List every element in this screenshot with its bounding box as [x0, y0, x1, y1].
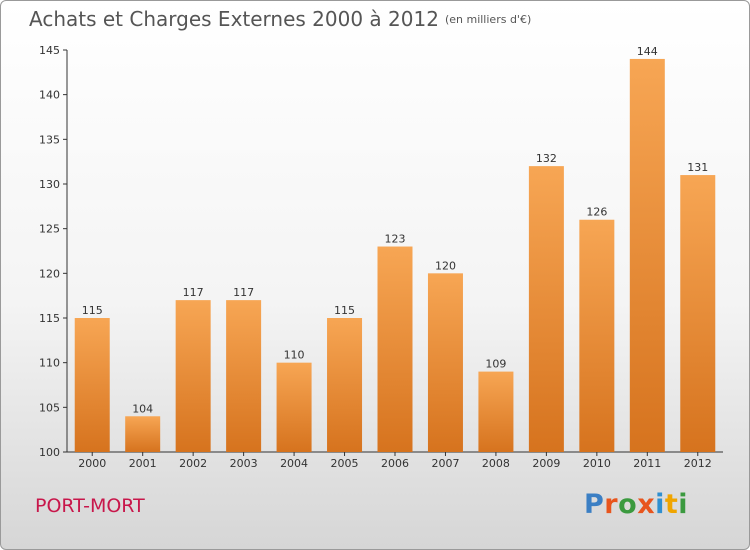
x-tick-label: 2010: [583, 457, 611, 470]
y-tick-label: 105: [39, 401, 60, 414]
y-tick-label: 120: [39, 267, 60, 280]
bar-2010: [579, 219, 615, 452]
value-label: 144: [637, 45, 658, 58]
bar-2004: [276, 362, 312, 452]
logo-letter: t: [664, 489, 679, 520]
value-label: 117: [233, 286, 254, 299]
y-tick-label: 130: [39, 178, 60, 191]
axes: 100 105 110 115 120 125 130 135 140 145 2000 2001 20…: [39, 44, 723, 470]
logo-letter: r: [604, 489, 619, 520]
value-label: 110: [284, 349, 305, 362]
bars: [74, 58, 716, 453]
x-tick-label: 2005: [331, 457, 359, 470]
x-tick-label: 2000: [78, 457, 106, 470]
bar-2005: [327, 318, 363, 452]
place-name: PORT-MORT: [35, 495, 145, 517]
bar-2011: [629, 58, 665, 452]
value-label: 115: [82, 304, 103, 317]
y-tick-label: 115: [39, 312, 60, 325]
logo-letter: i: [678, 489, 689, 520]
x-tick-label: 2006: [381, 457, 409, 470]
value-label: 115: [334, 304, 355, 317]
bar-2007: [427, 273, 463, 452]
value-label: 132: [536, 152, 557, 165]
y-tick-label: 135: [39, 133, 60, 146]
bar-2012: [680, 175, 716, 453]
logo-letter: x: [637, 489, 656, 520]
x-tick-label: 2009: [532, 457, 560, 470]
bar-2008: [478, 371, 514, 452]
value-label: 109: [485, 358, 506, 371]
bar-2003: [226, 300, 262, 452]
bar-2006: [377, 246, 413, 452]
x-tick-label: 2008: [482, 457, 510, 470]
y-tick-label: 145: [39, 44, 60, 57]
value-label: 117: [183, 286, 204, 299]
bar-2009: [528, 166, 564, 452]
proxiti-logo: Proxiti: [584, 489, 688, 520]
chart-subtitle: (en milliers d'€): [444, 13, 532, 26]
x-tick-label: 2002: [179, 457, 207, 470]
value-labels: 115 104 117 117 110 115 123 120 109 132 126 144 131: [82, 45, 709, 415]
x-tick-label: 2003: [230, 457, 258, 470]
value-label: 104: [132, 402, 153, 415]
y-tick-label: 100: [39, 446, 60, 459]
x-tick-label: 2007: [431, 457, 459, 470]
bar-2001: [125, 416, 161, 452]
y-tick-label: 125: [39, 223, 60, 236]
value-label: 120: [435, 259, 456, 272]
x-tick-label: 2001: [129, 457, 157, 470]
y-tick-label: 110: [39, 357, 60, 370]
chart-title: Achats et Charges Externes 2000 à 2012 (e…: [29, 7, 531, 31]
logo-letter: o: [618, 489, 638, 520]
bar-2000: [74, 318, 110, 452]
value-label: 123: [385, 233, 406, 246]
logo-letter: P: [584, 489, 605, 520]
chart-title-text: Achats et Charges Externes 2000 à 2012: [29, 7, 439, 31]
x-tick-label: 2004: [280, 457, 308, 470]
logo-letter: i: [655, 489, 665, 520]
bar-2002: [175, 300, 211, 452]
value-label: 126: [586, 206, 607, 219]
x-tick-label: 2012: [684, 457, 712, 470]
x-tick-label: 2011: [633, 457, 661, 470]
value-label: 131: [687, 161, 708, 174]
y-tick-label: 140: [39, 89, 60, 102]
